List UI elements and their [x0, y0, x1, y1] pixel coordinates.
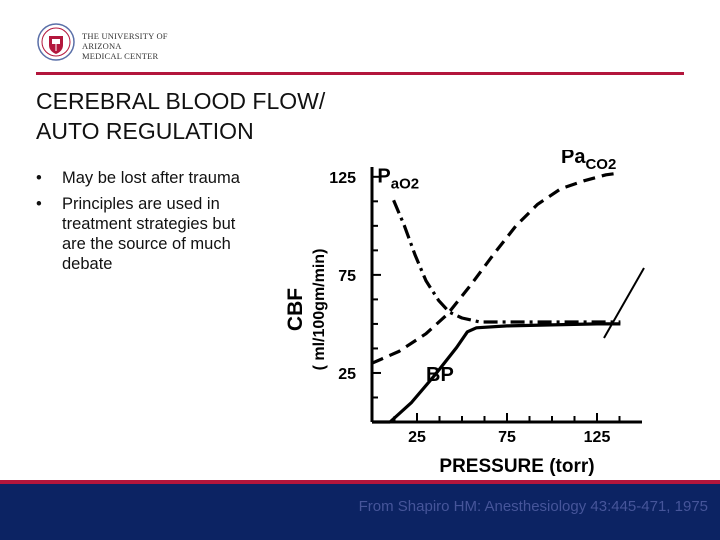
y-tick-label: 25 [338, 366, 356, 383]
university-name-line1: THE UNIVERSITY OF ARIZONA [82, 31, 168, 51]
y-tick-label: 125 [329, 170, 356, 187]
university-name-line2: MEDICAL CENTER [82, 51, 159, 61]
annotation-subscript: aO2 [391, 176, 419, 193]
header-rule [36, 72, 684, 75]
slide-title-line2: AUTO REGULATION [36, 118, 254, 144]
series-line-paco2 [371, 171, 621, 365]
x-tick-label: 125 [584, 429, 611, 446]
bullet-list: May be lost after trauma Principles are … [36, 168, 262, 280]
slide-title-line1: CEREBRAL BLOOD FLOW/ [36, 88, 326, 114]
y-axis-label-line2: ( ml/100gm/min) [311, 249, 328, 371]
x-tick-label: 75 [498, 429, 516, 446]
university-name: THE UNIVERSITY OF ARIZONA MEDICAL CENTER [82, 31, 196, 61]
bullet-item: Principles are used in treatment strateg… [36, 194, 262, 274]
annotation-text: P [377, 166, 390, 188]
y-axis-label-line1: CBF [284, 288, 307, 331]
slide-title: CEREBRAL BLOOD FLOW/ AUTO REGULATION [36, 86, 366, 146]
x-tick-label: 25 [408, 429, 426, 446]
bullet-item: May be lost after trauma [36, 168, 262, 188]
series-annotation: PaO2 [377, 166, 419, 193]
footer-stripe [0, 480, 720, 484]
cbf-autoregulation-chart: 25 75 125 25 75 125 PRESSURE (torr) CBF( ml/100… [284, 150, 645, 477]
y-tick-label: 75 [338, 268, 356, 285]
x-axis-label: PRESSURE (torr) [439, 456, 594, 477]
annotation-subscript: CO2 [585, 156, 616, 173]
series-line-bp [372, 322, 621, 424]
slash-mark [603, 267, 645, 339]
series-annotation: PaCO2 [561, 150, 616, 173]
series-annotation: BP [426, 364, 454, 386]
university-logo: THE UNIVERSITY OF ARIZONA MEDICAL CENTER [36, 22, 196, 62]
annotation-text: Pa [561, 150, 586, 168]
citation-text: From Shapiro HM: Anesthesiology 43:445-4… [358, 498, 708, 515]
series-line-pao2 [392, 199, 621, 324]
footer-bar: From Shapiro HM: Anesthesiology 43:445-4… [0, 480, 720, 540]
annotation-text: BP [426, 364, 454, 386]
university-seal-icon [37, 23, 75, 61]
